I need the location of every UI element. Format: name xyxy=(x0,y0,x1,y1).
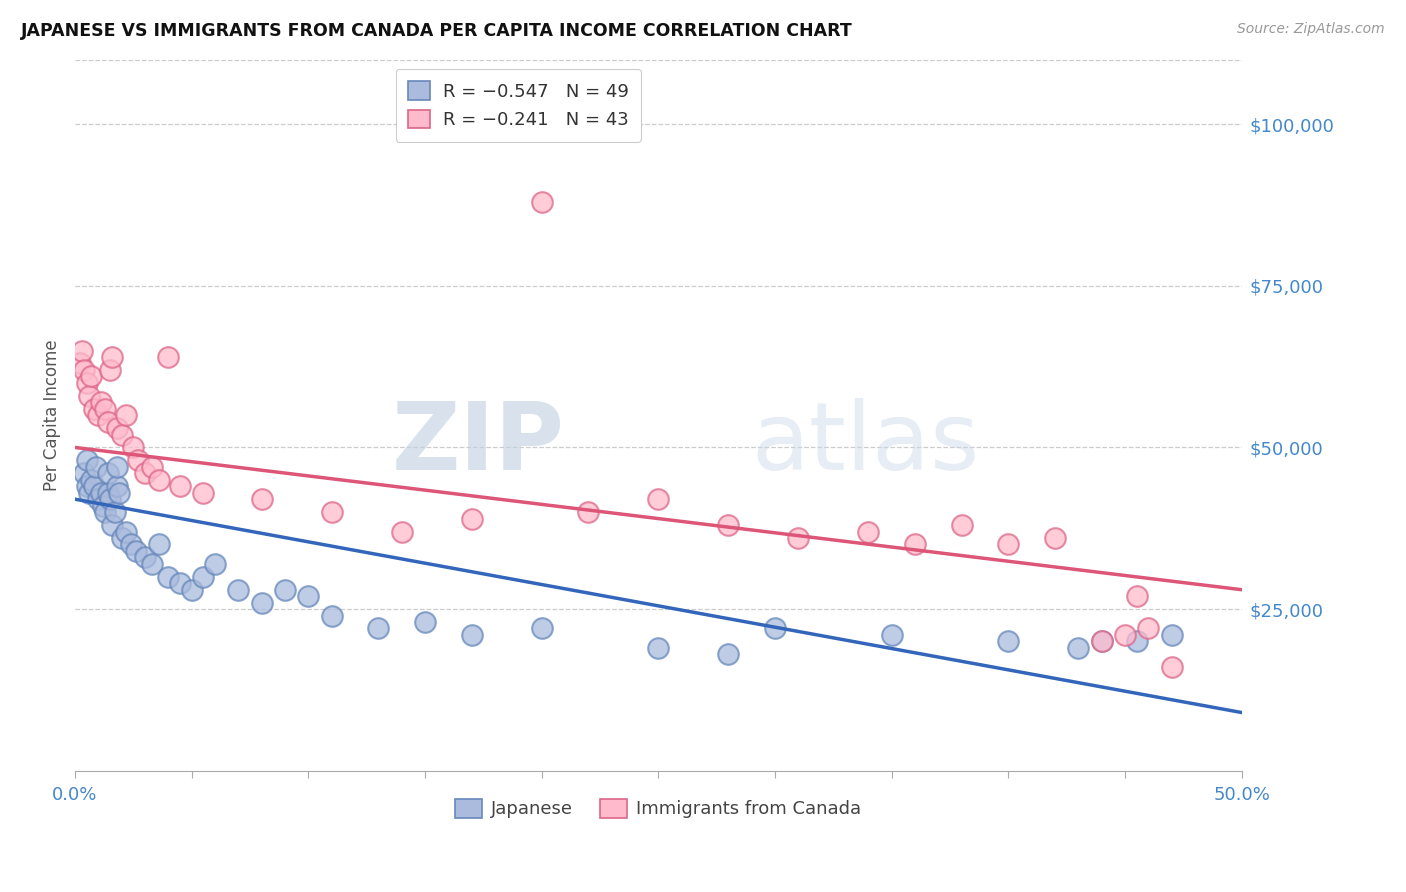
Text: atlas: atlas xyxy=(752,398,980,490)
Point xyxy=(1114,628,1136,642)
Point xyxy=(274,582,297,597)
Point xyxy=(90,395,112,409)
Point xyxy=(204,557,226,571)
Point xyxy=(91,499,114,513)
Point xyxy=(193,485,215,500)
Point xyxy=(169,479,191,493)
Point xyxy=(69,356,91,370)
Point xyxy=(228,582,250,597)
Point xyxy=(94,401,117,416)
Point xyxy=(997,537,1019,551)
Point xyxy=(98,363,121,377)
Point xyxy=(858,524,880,539)
Point xyxy=(1043,531,1066,545)
Point xyxy=(108,485,131,500)
Point xyxy=(1137,622,1160,636)
Point xyxy=(134,467,156,481)
Point xyxy=(1090,634,1112,648)
Text: Source: ZipAtlas.com: Source: ZipAtlas.com xyxy=(1237,22,1385,37)
Point xyxy=(111,531,134,545)
Point xyxy=(413,615,436,629)
Point xyxy=(148,537,170,551)
Point xyxy=(83,479,105,493)
Point xyxy=(76,376,98,390)
Point xyxy=(530,194,553,209)
Point xyxy=(73,363,96,377)
Point xyxy=(321,505,343,519)
Point xyxy=(134,550,156,565)
Point xyxy=(647,640,669,655)
Point xyxy=(73,467,96,481)
Point xyxy=(1160,660,1182,674)
Point xyxy=(124,544,146,558)
Point xyxy=(157,570,180,584)
Point xyxy=(87,408,110,422)
Point xyxy=(321,608,343,623)
Point xyxy=(105,479,128,493)
Point xyxy=(180,582,202,597)
Point xyxy=(297,589,319,603)
Point xyxy=(880,628,903,642)
Point xyxy=(193,570,215,584)
Point xyxy=(101,518,124,533)
Point xyxy=(141,557,163,571)
Point xyxy=(460,628,482,642)
Point xyxy=(80,473,103,487)
Point xyxy=(97,467,120,481)
Point xyxy=(1125,634,1147,648)
Point xyxy=(250,596,273,610)
Point xyxy=(717,648,740,662)
Point xyxy=(763,622,786,636)
Point xyxy=(115,408,138,422)
Point xyxy=(460,511,482,525)
Point xyxy=(115,524,138,539)
Point xyxy=(787,531,810,545)
Point xyxy=(80,369,103,384)
Point xyxy=(148,473,170,487)
Point xyxy=(904,537,927,551)
Point xyxy=(77,389,100,403)
Point xyxy=(76,479,98,493)
Point xyxy=(576,505,599,519)
Point xyxy=(70,343,93,358)
Point xyxy=(120,537,142,551)
Point xyxy=(250,492,273,507)
Text: ZIP: ZIP xyxy=(392,398,565,490)
Point xyxy=(94,505,117,519)
Point xyxy=(101,350,124,364)
Point xyxy=(530,622,553,636)
Point xyxy=(950,518,973,533)
Point xyxy=(169,576,191,591)
Point xyxy=(1160,628,1182,642)
Point xyxy=(717,518,740,533)
Point xyxy=(367,622,389,636)
Point xyxy=(1090,634,1112,648)
Point xyxy=(157,350,180,364)
Point xyxy=(141,459,163,474)
Point xyxy=(76,453,98,467)
Point xyxy=(97,415,120,429)
Point xyxy=(105,459,128,474)
Point xyxy=(90,485,112,500)
Point xyxy=(111,427,134,442)
Point xyxy=(105,421,128,435)
Point xyxy=(97,485,120,500)
Text: JAPANESE VS IMMIGRANTS FROM CANADA PER CAPITA INCOME CORRELATION CHART: JAPANESE VS IMMIGRANTS FROM CANADA PER C… xyxy=(21,22,853,40)
Point xyxy=(87,492,110,507)
Point xyxy=(77,485,100,500)
Point xyxy=(84,459,107,474)
Point xyxy=(83,401,105,416)
Point xyxy=(647,492,669,507)
Point xyxy=(1067,640,1090,655)
Point xyxy=(391,524,413,539)
Point xyxy=(104,505,127,519)
Point xyxy=(997,634,1019,648)
Point xyxy=(127,453,149,467)
Point xyxy=(98,492,121,507)
Point xyxy=(1125,589,1147,603)
Legend: Japanese, Immigrants from Canada: Japanese, Immigrants from Canada xyxy=(449,792,869,826)
Y-axis label: Per Capita Income: Per Capita Income xyxy=(44,339,60,491)
Point xyxy=(122,441,145,455)
